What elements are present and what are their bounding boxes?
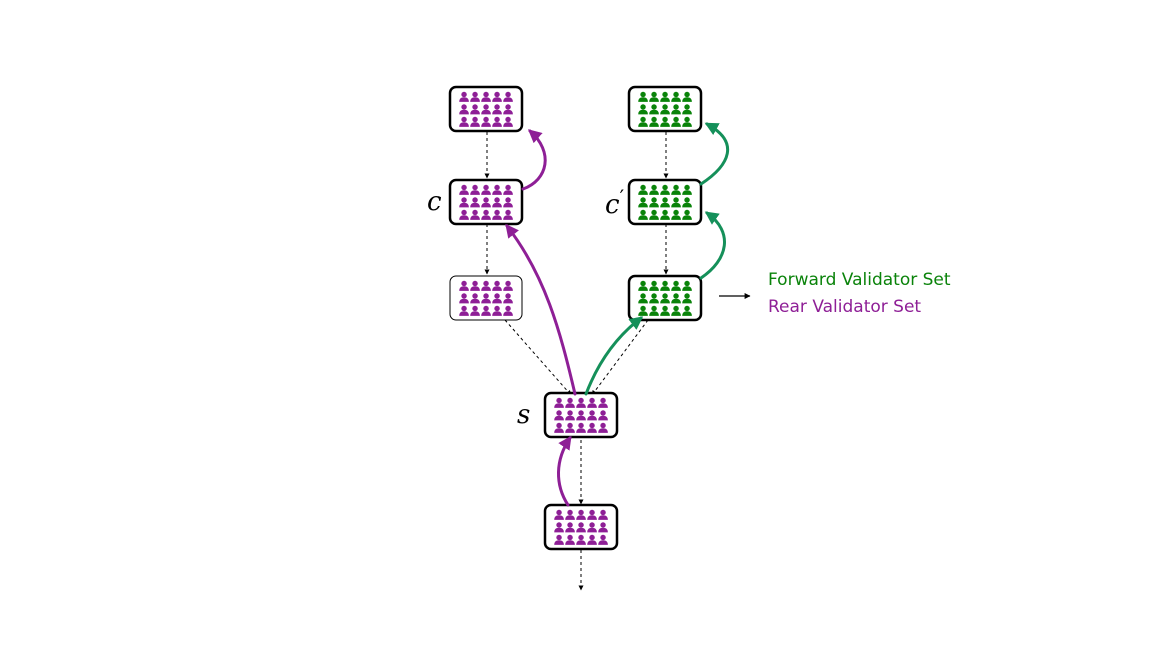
block-rear-low — [449, 275, 523, 321]
prime-mark: ′ — [620, 185, 625, 209]
parent-links — [484, 132, 669, 591]
rear-arrow-bottom-to-s — [557, 435, 572, 507]
label-s: s — [517, 400, 530, 430]
rear-arrow-c-to-top — [521, 129, 547, 191]
link-fwd-low-to-s — [591, 319, 649, 396]
block-rear-top — [448, 85, 524, 133]
forward-arrow-low-to-cprime — [699, 211, 726, 280]
block-fwd-low — [627, 274, 703, 322]
block-fwd-cprime — [627, 178, 703, 226]
block-block-s — [543, 391, 619, 439]
rear-arrow-s-to-c — [505, 223, 577, 396]
legend-rear-validator-set: Rear Validator Set — [768, 297, 922, 317]
block-rear-c — [448, 178, 524, 226]
label-c: c — [427, 187, 442, 217]
validator-blocks — [448, 85, 703, 551]
forward-arrow-s-to-low — [584, 316, 644, 396]
label-c-prime: c′ — [605, 185, 625, 220]
legend-forward-validator-set: Forward Validator Set — [768, 270, 951, 290]
forward-arrow-cprime-to-top — [699, 122, 729, 186]
block-fwd-top — [627, 85, 703, 133]
block-block-bottom — [543, 503, 619, 551]
justification-arrows — [505, 122, 729, 507]
link-rear-low-to-s — [504, 319, 572, 396]
